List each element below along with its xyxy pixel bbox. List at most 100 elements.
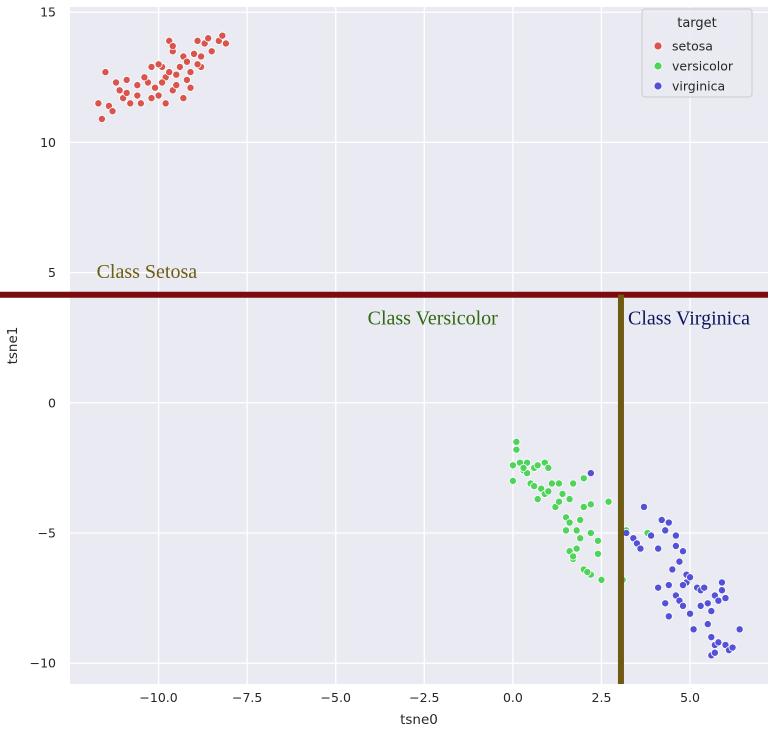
setosa-point: [207, 47, 216, 56]
setosa-point: [147, 94, 156, 103]
virginica-point: [671, 531, 680, 540]
y-tick-label: 10: [40, 135, 56, 150]
series-setosa: [94, 31, 230, 123]
setosa-point: [101, 68, 110, 77]
virginica-point: [686, 573, 695, 582]
versicolor-point: [576, 515, 585, 524]
versicolor-point: [512, 445, 521, 454]
virginica-point: [654, 583, 663, 592]
versicolor-point: [508, 476, 517, 485]
setosa-point: [112, 78, 121, 87]
setosa-point: [182, 57, 191, 66]
legend-marker-virginica: [653, 81, 663, 91]
setosa-point: [97, 114, 106, 123]
setosa-point: [133, 81, 142, 90]
virginica-point: [675, 557, 684, 566]
setosa-point: [122, 88, 131, 97]
versicolor-point: [565, 495, 574, 504]
virginica-point: [639, 502, 648, 511]
legend-label-setosa: setosa: [672, 39, 713, 54]
x-tick-label: −10.0: [139, 690, 177, 705]
annotation-label: Class Virginica: [628, 308, 750, 330]
setosa-point: [154, 60, 163, 69]
x-tick-label: 5.0: [680, 690, 700, 705]
setosa-point: [94, 99, 103, 108]
versicolor-point: [569, 552, 578, 561]
setosa-point: [193, 36, 202, 45]
x-tick-label: 0.0: [503, 690, 523, 705]
decision-boundaries: [0, 291, 768, 684]
virginica-point: [721, 594, 730, 603]
versicolor-point: [547, 479, 556, 488]
setosa-point: [204, 34, 213, 43]
virginica-point: [664, 581, 673, 590]
versicolor-point: [593, 549, 602, 558]
x-tick-label: 2.5: [592, 690, 612, 705]
virginica-point: [703, 620, 712, 629]
virginica-point: [728, 643, 737, 652]
virginica-point: [586, 469, 595, 478]
legend-title: target: [677, 16, 717, 31]
annotation-label: Class Setosa: [97, 261, 198, 283]
versicolor-point: [554, 479, 563, 488]
setosa-point: [136, 99, 145, 108]
legend-label-virginica: virginica: [672, 79, 725, 94]
virginica-point: [664, 518, 673, 527]
versicolor-point: [593, 536, 602, 545]
setosa-point: [197, 52, 206, 61]
setosa-point: [151, 83, 160, 92]
versicolor-point: [533, 461, 542, 470]
setosa-point: [221, 39, 230, 48]
virginica-point: [671, 541, 680, 550]
virginica-point: [647, 531, 656, 540]
setosa-point: [126, 99, 135, 108]
versicolor-point: [604, 497, 613, 506]
virginica-point: [686, 609, 695, 618]
virginica-point: [661, 599, 670, 608]
virginica-point: [678, 601, 687, 610]
versicolor-point: [558, 489, 567, 498]
setosa-point: [182, 75, 191, 84]
versicolor-point: [544, 463, 553, 472]
versicolor-point: [586, 500, 595, 509]
virginica-point: [714, 596, 723, 605]
virginica-point: [700, 583, 709, 592]
legend: target setosa versicolor virginica: [641, 8, 753, 98]
y-tick-label: −10: [30, 656, 56, 671]
virginica-point: [636, 544, 645, 553]
class-annotations: Class Setosa Class Versicolor Class Virgin…: [97, 261, 751, 330]
virginica-point: [661, 526, 670, 535]
setosa-point: [172, 81, 181, 90]
y-axis-label: tsne1: [5, 327, 21, 365]
y-tick-label: 0: [48, 395, 56, 410]
annotation-label: Class Versicolor: [368, 308, 499, 330]
plot-area: [70, 7, 768, 684]
setosa-point: [186, 83, 195, 92]
versicolor-point: [579, 502, 588, 511]
virginica-point: [657, 515, 666, 524]
versicolor-point: [572, 544, 581, 553]
versicolor-point: [512, 437, 521, 446]
y-tick-label: 15: [40, 5, 56, 20]
versicolor-point: [565, 518, 574, 527]
setosa-point: [172, 70, 181, 79]
tick-labels: −10.0 −7.5 −5.0 −2.5 0.0 2.5 5.0 −10 −5 0 5 10 15: [30, 5, 700, 705]
versicolor-point: [569, 479, 578, 488]
virginica-point: [678, 581, 687, 590]
setosa-point: [108, 107, 117, 116]
virginica-point: [714, 638, 723, 647]
setosa-point: [179, 94, 188, 103]
setosa-point: [154, 91, 163, 100]
series-versicolor: [508, 437, 652, 584]
versicolor-point: [530, 482, 539, 491]
virginica-point: [668, 565, 677, 574]
virginica-point: [735, 625, 744, 634]
virginica-point: [703, 599, 712, 608]
virginica-point: [707, 607, 716, 616]
versicolor-point: [544, 487, 553, 496]
versicolor-point: [579, 474, 588, 483]
versicolor-point: [597, 575, 606, 584]
virginica-point: [717, 586, 726, 595]
setosa-point: [175, 62, 184, 71]
setosa-point: [186, 68, 195, 77]
